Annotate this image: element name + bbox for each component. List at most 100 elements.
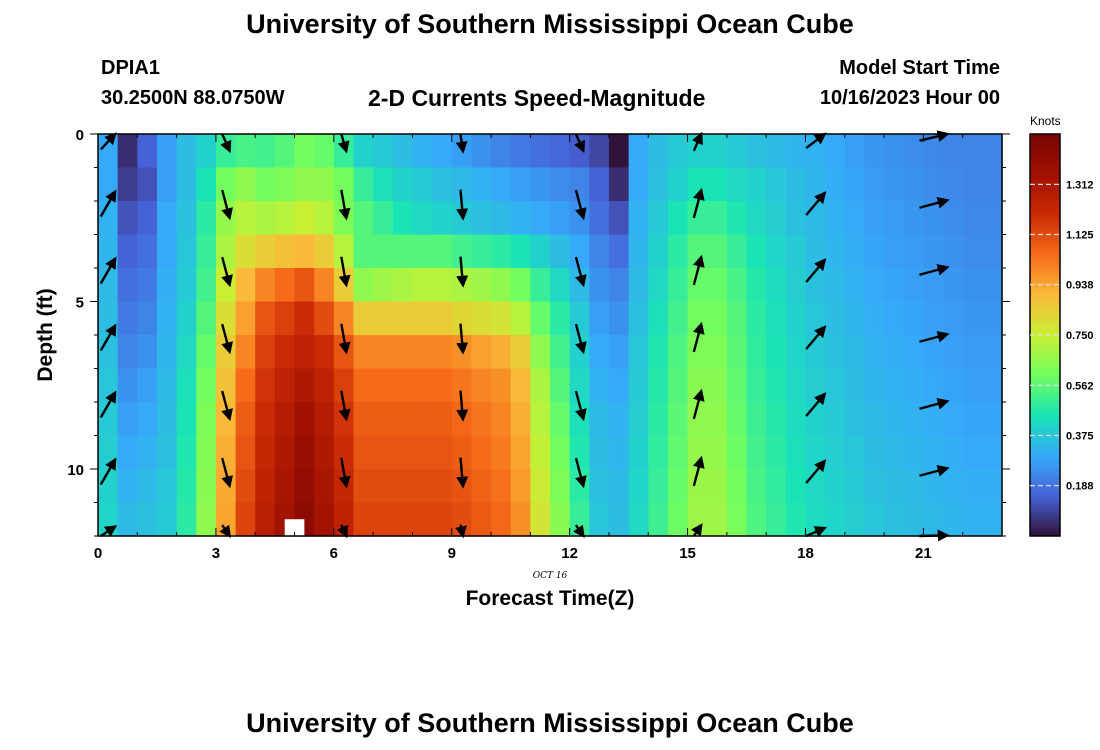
heatmap-cell	[785, 268, 807, 303]
heatmap-cell	[353, 368, 374, 403]
y-tick-label: 0	[76, 127, 84, 144]
heatmap-cell	[805, 402, 826, 437]
heatmap-cell	[333, 234, 355, 269]
heatmap-cell	[884, 301, 905, 336]
heatmap-cell	[982, 301, 1003, 336]
heatmap-cell	[510, 469, 531, 504]
heatmap-cell	[805, 268, 826, 303]
heatmap-cell	[962, 268, 983, 303]
heatmap-cell	[923, 502, 944, 537]
heatmap-cell	[726, 134, 748, 169]
heatmap-cell	[884, 435, 905, 470]
current-vector-arrow	[574, 390, 587, 422]
heatmap-cell	[982, 167, 1003, 202]
current-vector-arrow	[574, 133, 585, 154]
heatmap-cell	[412, 402, 433, 437]
heatmap-cell	[746, 134, 767, 169]
heatmap-cell	[314, 301, 335, 336]
heatmap-cell	[255, 435, 276, 470]
heatmap-cell	[687, 435, 708, 470]
current-vector-arrow	[692, 388, 705, 420]
heatmap-cell	[98, 301, 119, 336]
heatmap-cell	[392, 268, 414, 303]
heatmap-cell	[962, 368, 983, 403]
heatmap-cell	[314, 402, 335, 437]
current-vector-arrow	[692, 187, 705, 219]
heatmap-cell	[98, 402, 119, 437]
heatmap-cell	[766, 234, 787, 269]
heatmap-cell	[982, 201, 1003, 236]
heatmap-cell	[726, 301, 748, 336]
heatmap-cell	[687, 167, 708, 202]
heatmap-cell	[353, 335, 374, 370]
heatmap-cell	[471, 167, 492, 202]
heatmap-cell	[432, 368, 453, 403]
current-vector-arrow	[456, 457, 469, 489]
heatmap-cell	[294, 301, 315, 336]
heatmap-cell	[373, 335, 394, 370]
heatmap-cell	[707, 402, 728, 437]
heatmap-cell	[117, 234, 138, 269]
current-vector-arrow	[805, 132, 827, 149]
heatmap-cell	[687, 402, 708, 437]
heatmap-cell	[608, 368, 630, 403]
heatmap-cell	[962, 201, 983, 236]
heatmap-cell	[825, 301, 846, 336]
heatmap-cell	[608, 167, 630, 202]
heatmap-cell	[785, 234, 807, 269]
heatmap-cell	[785, 435, 807, 470]
heatmap-cell	[569, 368, 590, 403]
current-vector-arrow	[99, 256, 117, 285]
heatmap-cell	[353, 469, 374, 504]
heatmap-cell	[373, 268, 394, 303]
heatmap-cell	[864, 134, 885, 169]
heatmap-cell	[196, 234, 217, 269]
heatmap-cell	[274, 368, 296, 403]
heatmap-cell	[648, 502, 669, 537]
y-tick-label: 5	[76, 295, 84, 312]
heatmap-cell	[884, 469, 905, 504]
heatmap-cell	[648, 268, 669, 303]
heatmap-cell	[471, 435, 492, 470]
heatmap-cell	[825, 134, 846, 169]
heatmap-cell	[196, 167, 217, 202]
heatmap-cell	[353, 234, 374, 269]
heatmap-cell	[98, 335, 119, 370]
heatmap-cell	[667, 201, 689, 236]
heatmap-cell	[137, 167, 158, 202]
heatmap-cell	[215, 301, 237, 336]
heatmap-cell	[353, 268, 374, 303]
heatmap-cell	[314, 268, 335, 303]
heatmap-cell	[491, 301, 512, 336]
heatmap-cell	[943, 268, 964, 303]
heatmap-cell	[196, 502, 217, 537]
heatmap-cell	[628, 134, 649, 169]
heatmap-cell	[196, 201, 217, 236]
heatmap-cell	[825, 402, 846, 437]
heatmap-cell	[687, 234, 708, 269]
current-vector-arrow	[220, 133, 232, 154]
heatmap-cell	[825, 502, 846, 537]
heatmap-cell	[137, 502, 158, 537]
heatmap-cell	[943, 301, 964, 336]
heatmap-cell	[235, 201, 256, 236]
heatmap-cell	[943, 134, 964, 169]
heatmap-cell	[156, 335, 178, 370]
heatmap-cell	[392, 301, 414, 336]
heatmap-cell	[628, 335, 649, 370]
heatmap-cell	[785, 167, 807, 202]
heatmap-cell	[314, 368, 335, 403]
heatmap-cell	[943, 335, 964, 370]
heatmap-cell	[274, 234, 296, 269]
heatmap-cell	[392, 469, 414, 504]
heatmap-cell	[962, 435, 983, 470]
heatmap-cell	[923, 268, 944, 303]
heatmap-cell	[608, 402, 630, 437]
heatmap-cell	[235, 435, 256, 470]
heatmap-cell	[471, 502, 492, 537]
heatmap-cell	[766, 268, 787, 303]
heatmap-cell	[962, 335, 983, 370]
heatmap-cell	[353, 201, 374, 236]
heatmap-cell	[373, 435, 394, 470]
heatmap-cell	[844, 368, 866, 403]
